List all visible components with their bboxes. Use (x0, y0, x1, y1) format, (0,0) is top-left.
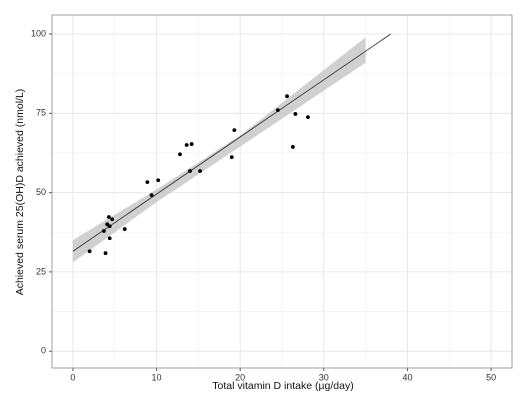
y-axis-title: Achieved serum 25(OH)D achieved (nmol/L) (14, 89, 26, 296)
data-point (275, 108, 280, 113)
data-point (145, 180, 150, 185)
data-point (232, 128, 237, 133)
data-point (184, 143, 189, 147)
panel-border (51, 14, 513, 369)
x-tick-label: 30 (319, 372, 329, 382)
data-point (188, 169, 192, 173)
x-tick-label: 0 (70, 372, 75, 382)
data-point (285, 94, 289, 99)
data-point (229, 155, 234, 159)
y-tick-label: 100 (31, 28, 46, 38)
x-axis-title: Total vitamin D intake (µg/day) (212, 380, 353, 392)
data-point (110, 217, 115, 222)
data-point (189, 142, 194, 146)
data-point (107, 224, 112, 229)
data-point (293, 112, 298, 116)
data-point (156, 178, 161, 183)
data-point (103, 251, 108, 256)
y-tick-label: 0 (41, 346, 46, 356)
data-point (106, 215, 111, 219)
fit-line (72, 33, 391, 252)
data-point (149, 193, 154, 198)
data-point (306, 115, 310, 120)
y-tick-label: 25 (36, 266, 46, 276)
x-tick-label: 20 (235, 372, 245, 382)
data-point (87, 249, 92, 254)
x-tick-label: 40 (402, 372, 412, 382)
y-tick-label: 75 (36, 108, 46, 118)
data-point (101, 229, 106, 233)
confidence-band (72, 37, 366, 263)
data-point (198, 169, 202, 173)
data-point (178, 152, 182, 157)
data-point (107, 236, 112, 241)
x-tick-label: 10 (152, 372, 162, 382)
y-tick-label: 50 (36, 187, 46, 197)
x-tick-label: 50 (486, 372, 496, 382)
data-point (122, 227, 127, 231)
data-point (290, 145, 295, 149)
